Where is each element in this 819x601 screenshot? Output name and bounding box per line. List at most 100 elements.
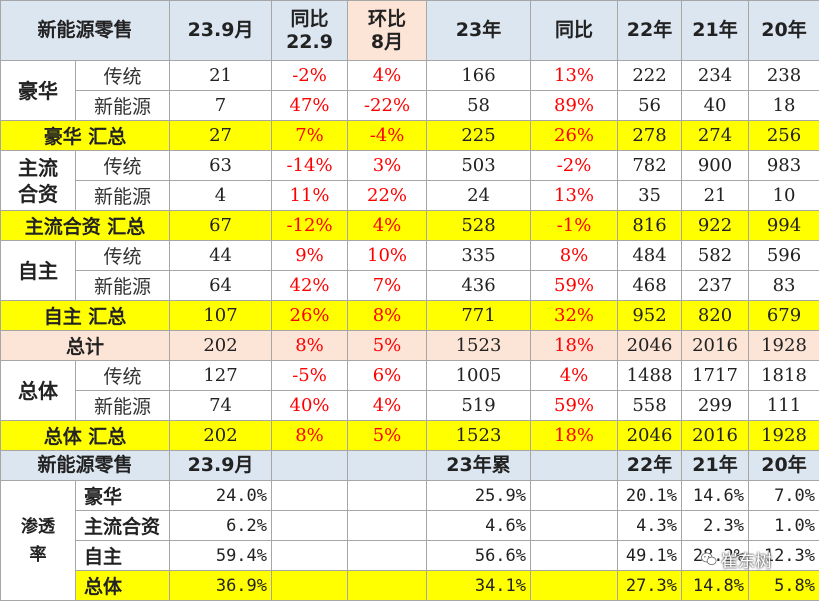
- cell: [530, 540, 619, 571]
- cell: [530, 510, 619, 541]
- header-title: 新能源零售: [0, 0, 171, 61]
- subtotal-label: 主流合资 汇总: [0, 210, 171, 241]
- penetration-row: 渗透率 豪华 24.0% 25.9% 20.1% 14.6% 7.0%: [0, 480, 819, 601]
- cell: 468: [617, 270, 683, 301]
- cell: 519: [426, 390, 532, 421]
- cell: [271, 540, 349, 571]
- cell: 2046: [617, 420, 683, 451]
- table-row: 主流 合资 传统 63 -14% 3% 503 -2% 782 900 983: [0, 150, 819, 211]
- cell: [271, 480, 349, 511]
- cell: 13%: [530, 180, 619, 211]
- header-yoy: 同比 22.9: [271, 0, 349, 61]
- cell: 503: [426, 150, 532, 181]
- cell: 12.3%: [748, 540, 819, 571]
- cell: 436: [426, 270, 532, 301]
- cell: 32%: [530, 300, 619, 331]
- cell: 64: [169, 270, 273, 301]
- cell: 56.6%: [426, 540, 532, 571]
- cell: 5.8%: [748, 570, 819, 601]
- cell: -2%: [530, 150, 619, 181]
- cell: 166: [426, 60, 532, 91]
- cell: 1928: [748, 330, 819, 361]
- cell: 2.3%: [681, 510, 750, 541]
- cell: 7: [169, 90, 273, 121]
- watermark: 崔东树: [700, 546, 800, 572]
- cell: 58: [426, 90, 532, 121]
- penetration-header-blank: [271, 450, 349, 481]
- cell: [347, 570, 428, 601]
- cell: [530, 570, 619, 601]
- penetration-row: 总体 36.9% 34.1% 27.3% 14.8% 5.8%: [0, 570, 819, 601]
- cell: 1.0%: [748, 510, 819, 541]
- cell: 20.1%: [617, 480, 683, 511]
- cell: 74: [169, 390, 273, 421]
- cell: 820: [681, 300, 750, 331]
- cell: 7%: [347, 270, 428, 301]
- header-2022: 22年: [617, 0, 683, 61]
- penetration-header-month: 23.9月: [169, 450, 273, 481]
- penetration-label: 渗透率: [0, 480, 76, 601]
- cell: [347, 540, 428, 571]
- cell: 22%: [347, 180, 428, 211]
- cell: 225: [426, 120, 532, 151]
- cell: 238: [748, 60, 819, 91]
- cell: 7.0%: [748, 480, 819, 511]
- cell: 237: [681, 270, 750, 301]
- cell: 21: [681, 180, 750, 211]
- wechat-icon: [701, 552, 717, 565]
- cell: -5%: [271, 360, 349, 391]
- cell: 994: [748, 210, 819, 241]
- cell: 922: [681, 210, 750, 241]
- cell: 13%: [530, 60, 619, 91]
- cell: 679: [748, 300, 819, 331]
- cell: 816: [617, 210, 683, 241]
- cell: 900: [681, 150, 750, 181]
- header-ytd-yoy: 同比: [530, 0, 619, 61]
- cell: 558: [617, 390, 683, 421]
- cell: 4: [169, 180, 273, 211]
- penetration-row: 主流合资 6.2% 4.6% 4.3% 2.3% 1.0%: [1, 510, 819, 541]
- cell: [347, 480, 428, 511]
- subtotal-label: 总体 汇总: [0, 420, 171, 451]
- header-mom: 环比 8月: [347, 0, 428, 61]
- cell: 771: [426, 300, 532, 331]
- cell: 24.0%: [169, 480, 273, 511]
- row-label: 新能源: [74, 270, 171, 301]
- cell: 5%: [347, 420, 428, 451]
- penetration-row-label: 豪华: [74, 480, 171, 511]
- cell: 5%: [347, 330, 428, 361]
- row-label: 传统: [74, 240, 171, 271]
- cell: 36.9%: [169, 570, 273, 601]
- cell: 56: [617, 90, 683, 121]
- header-month: 23.9月: [169, 0, 273, 61]
- cell: 18: [748, 90, 819, 121]
- cell: 782: [617, 150, 683, 181]
- cell: 42%: [271, 270, 349, 301]
- cell: 83: [748, 270, 819, 301]
- subtotal-label: 自主 汇总: [0, 300, 171, 331]
- penetration-header-ytd: 23年累: [426, 450, 532, 481]
- cell: 44: [169, 240, 273, 271]
- header-ytd: 23年: [426, 0, 532, 61]
- cell: -4%: [347, 120, 428, 151]
- cell: 335: [426, 240, 532, 271]
- cell: 14.8%: [681, 570, 750, 601]
- subtotal-row: 自主 汇总 107 26% 8% 771 32% 952 820 679: [0, 300, 819, 331]
- cell: 1717: [681, 360, 750, 391]
- cell: 6.2%: [169, 510, 273, 541]
- cell: 14.6%: [681, 480, 750, 511]
- penetration-header-2021: 21年: [681, 450, 750, 481]
- cell: 49.1%: [617, 540, 683, 571]
- cell: 10: [748, 180, 819, 211]
- row-label: 新能源: [74, 390, 171, 421]
- group-label: 豪华: [0, 60, 76, 121]
- cell: 59.4%: [169, 540, 273, 571]
- cell: 8%: [271, 330, 349, 361]
- subtotal-row: 总体 汇总 202 8% 5% 1523 18% 2046 2016 1928: [0, 420, 819, 451]
- cell: -12%: [271, 210, 349, 241]
- cell: 4%: [347, 210, 428, 241]
- cell: 6%: [347, 360, 428, 391]
- cell: 25.9%: [426, 480, 532, 511]
- cell: 278: [617, 120, 683, 151]
- cell: 2016: [681, 330, 750, 361]
